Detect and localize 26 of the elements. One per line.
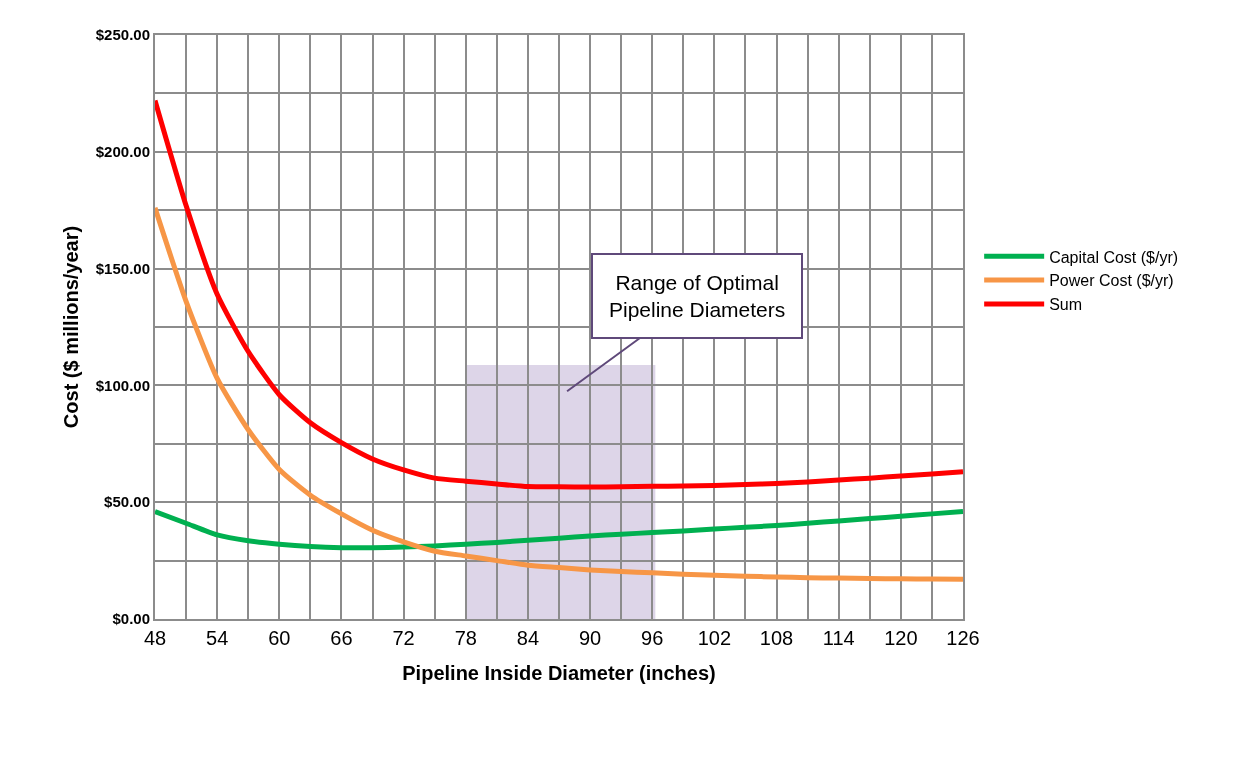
- x-tick-label: 48: [143, 627, 167, 649]
- x-tick-label: 120: [884, 627, 918, 649]
- x-tick-label: 126: [946, 627, 980, 649]
- legend-label: Power Cost ($/yr): [1049, 272, 1174, 290]
- y-tick-label: $100.00: [95, 376, 150, 394]
- y-tick-label: $250.00: [95, 26, 150, 44]
- x-tick-label: 66: [330, 627, 353, 649]
- y-tick-label: $200.00: [95, 143, 150, 161]
- y-tick-label: $50.00: [104, 493, 150, 511]
- x-axis-title: Pipeline Inside Diameter (inches): [402, 662, 716, 684]
- x-tick-label: 90: [578, 627, 602, 649]
- x-tick-label: 60: [268, 627, 291, 649]
- x-tick-label: 96: [641, 627, 664, 649]
- x-tick-label: 108: [759, 627, 794, 649]
- legend-label: Capital Cost ($/yr): [1049, 248, 1179, 266]
- x-tick-label: 84: [516, 627, 540, 649]
- annotation: Range of Optimal Pipeline Diameters: [609, 271, 786, 322]
- x-tick-label: 114: [822, 627, 855, 649]
- x-tick-label: 72: [392, 627, 415, 649]
- x-tick-label: 102: [697, 627, 732, 649]
- legend-label: Sum: [1049, 296, 1083, 314]
- x-tick-label: 78: [454, 627, 477, 649]
- y-axis-title: Cost ($ millions/year): [59, 225, 82, 429]
- y-tick-label: $0.00: [112, 610, 150, 628]
- x-tick-label: 54: [206, 627, 229, 649]
- y-tick-label: $150.00: [95, 259, 150, 277]
